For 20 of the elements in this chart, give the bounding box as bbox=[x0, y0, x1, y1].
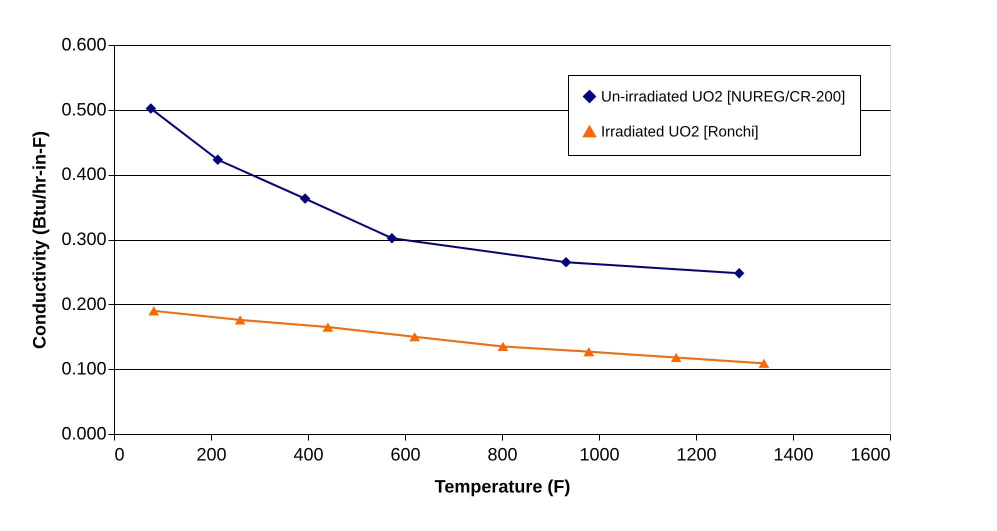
x-tick-label: 1000 bbox=[579, 444, 620, 464]
y-tick-label: 0.600 bbox=[61, 34, 106, 54]
y-tick-label: 0.100 bbox=[61, 358, 106, 379]
x-tick-label: 1400 bbox=[773, 444, 814, 464]
legend-label: Un-irradiated UO2 [NUREG/CR-200] bbox=[601, 88, 846, 106]
x-tick-label: 800 bbox=[487, 444, 518, 464]
legend-label: Irradiated UO2 [Ronchi] bbox=[601, 124, 759, 140]
y-tick-label: 0.300 bbox=[61, 229, 106, 249]
x-tick-label: 600 bbox=[390, 444, 421, 464]
x-tick-label: 0 bbox=[114, 444, 125, 464]
x-tick-label: 200 bbox=[196, 444, 227, 464]
y-tick-label: 0.500 bbox=[61, 99, 106, 120]
x-tick-label: 1200 bbox=[676, 444, 717, 464]
y-axis-title: Conductivity (Btu/hr-in-F) bbox=[29, 131, 50, 349]
y-tick-label: 0.400 bbox=[61, 164, 106, 184]
y-tick-label: 0.000 bbox=[61, 424, 106, 444]
x-tick-label: 400 bbox=[293, 444, 324, 464]
x-tick-label: 1600 bbox=[850, 444, 890, 464]
x-axis-title: Temperature (F) bbox=[434, 476, 570, 496]
y-tick-label: 0.200 bbox=[61, 294, 106, 314]
